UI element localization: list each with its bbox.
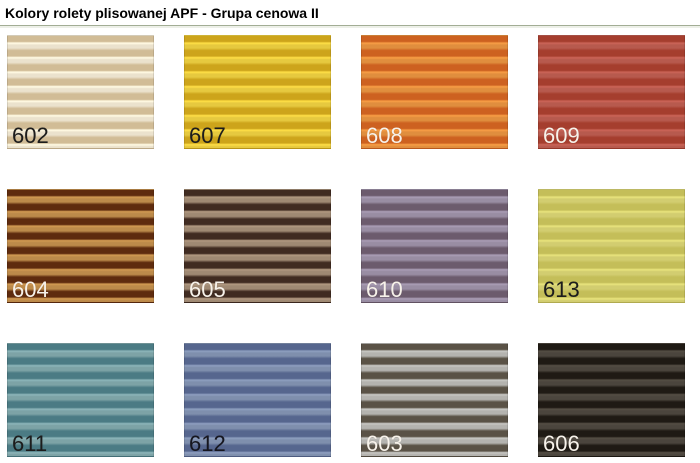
swatch-code-label: 603 bbox=[366, 431, 403, 457]
swatch-grid: 602 607 608 609 604 605 610 613 611 612 bbox=[7, 35, 700, 458]
color-swatch: 610 bbox=[361, 189, 508, 304]
swatch-code-label: 605 bbox=[189, 277, 226, 303]
color-swatch: 603 bbox=[361, 343, 508, 458]
color-swatch: 613 bbox=[538, 189, 685, 304]
swatch-code-label: 602 bbox=[12, 123, 49, 149]
color-swatch: 609 bbox=[538, 35, 685, 150]
color-swatch: 607 bbox=[184, 35, 331, 150]
color-swatch: 612 bbox=[184, 343, 331, 458]
color-swatch: 604 bbox=[7, 189, 154, 304]
color-swatch: 606 bbox=[538, 343, 685, 458]
color-swatch: 602 bbox=[7, 35, 154, 150]
swatch-code-label: 609 bbox=[543, 123, 580, 149]
color-swatch: 605 bbox=[184, 189, 331, 304]
color-swatch: 611 bbox=[7, 343, 154, 458]
swatch-code-label: 604 bbox=[12, 277, 49, 303]
swatch-code-label: 608 bbox=[366, 123, 403, 149]
swatch-code-label: 613 bbox=[543, 277, 580, 303]
swatch-code-label: 611 bbox=[12, 431, 48, 457]
page-title: Kolory rolety plisowanej APF - Grupa cen… bbox=[5, 5, 319, 21]
swatch-code-label: 606 bbox=[543, 431, 580, 457]
swatch-code-label: 612 bbox=[189, 431, 226, 457]
swatch-code-label: 610 bbox=[366, 277, 403, 303]
color-swatch: 608 bbox=[361, 35, 508, 150]
title-divider bbox=[0, 25, 700, 29]
swatch-code-label: 607 bbox=[189, 123, 226, 149]
